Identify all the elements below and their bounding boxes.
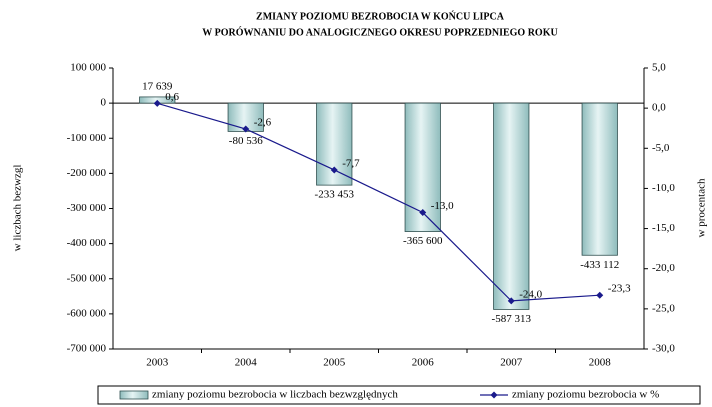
bar-value-label: -433 112	[580, 259, 619, 271]
bar	[581, 102, 618, 256]
y2-tick-label: -20,0	[652, 262, 675, 274]
x-tick-label: 2003	[146, 357, 169, 369]
line	[157, 102, 600, 302]
x-tick-label: 2006	[412, 357, 435, 369]
y-tick-label: 100 000	[70, 62, 106, 74]
line-value-label: 0,6	[165, 91, 179, 103]
bar-value-label: -80 536	[229, 135, 263, 147]
line-value-label: -7,7	[342, 157, 360, 169]
line-marker	[153, 99, 161, 107]
bar-value-label: 17 639	[142, 80, 173, 92]
y-axis-label: w liczbach bezwzgl	[12, 165, 24, 252]
y2-axis-label: w procentach	[696, 178, 708, 237]
line-value-label: -23,3	[608, 283, 631, 295]
y2-tick-label: 5,0	[652, 62, 666, 74]
y-tick-label: 0	[101, 97, 107, 109]
y-tick-label: -700 000	[67, 343, 107, 355]
chart-title: W PORÓWNANIU DO ANALOGICZNEGO OKRESU POP…	[202, 26, 557, 38]
bar-value-label: -365 600	[403, 235, 443, 247]
y2-tick-label: -25,0	[652, 302, 675, 314]
line-marker	[242, 125, 250, 133]
line-marker	[330, 166, 338, 174]
x-tick-label: 2005	[323, 357, 346, 369]
line-marker	[507, 297, 515, 305]
y2-tick-label: -15,0	[652, 222, 675, 234]
legend-marker	[490, 391, 498, 399]
y2-tick-label: 0,0	[652, 102, 666, 114]
y-tick-label: -300 000	[67, 202, 107, 214]
y2-tick-label: -30,0	[652, 343, 675, 355]
chart-title: ZMIANY POZIOMU BEZROBOCIA W KOŃCU LIPCA	[256, 10, 505, 22]
y-tick-label: -600 000	[67, 307, 107, 319]
y-tick-label: -500 000	[67, 272, 107, 284]
legend-swatch	[119, 390, 149, 400]
x-tick-label: 2008	[589, 357, 612, 369]
legend-box	[97, 385, 701, 405]
y-tick-label: -400 000	[67, 237, 107, 249]
x-tick-label: 2004	[235, 357, 258, 369]
line-marker	[419, 209, 427, 217]
line-value-label: -13,0	[431, 200, 454, 212]
x-tick-label: 2007	[500, 357, 523, 369]
bar	[493, 102, 530, 310]
legend-label: zmiany poziomu bezrobocia w %	[512, 389, 659, 401]
bar-value-label: -587 313	[492, 313, 532, 325]
y-tick-label: -200 000	[67, 167, 107, 179]
legend-label: zmiany poziomu bezrobocia w liczbach bez…	[152, 389, 398, 401]
line-value-label: -24,0	[519, 288, 542, 300]
bar-value-label: -233 453	[315, 189, 355, 201]
y-tick-label: -100 000	[67, 132, 107, 144]
y2-tick-label: -5,0	[652, 142, 670, 154]
line-marker	[596, 291, 604, 299]
line-value-label: -2,6	[254, 117, 272, 129]
y2-tick-label: -10,0	[652, 182, 675, 194]
